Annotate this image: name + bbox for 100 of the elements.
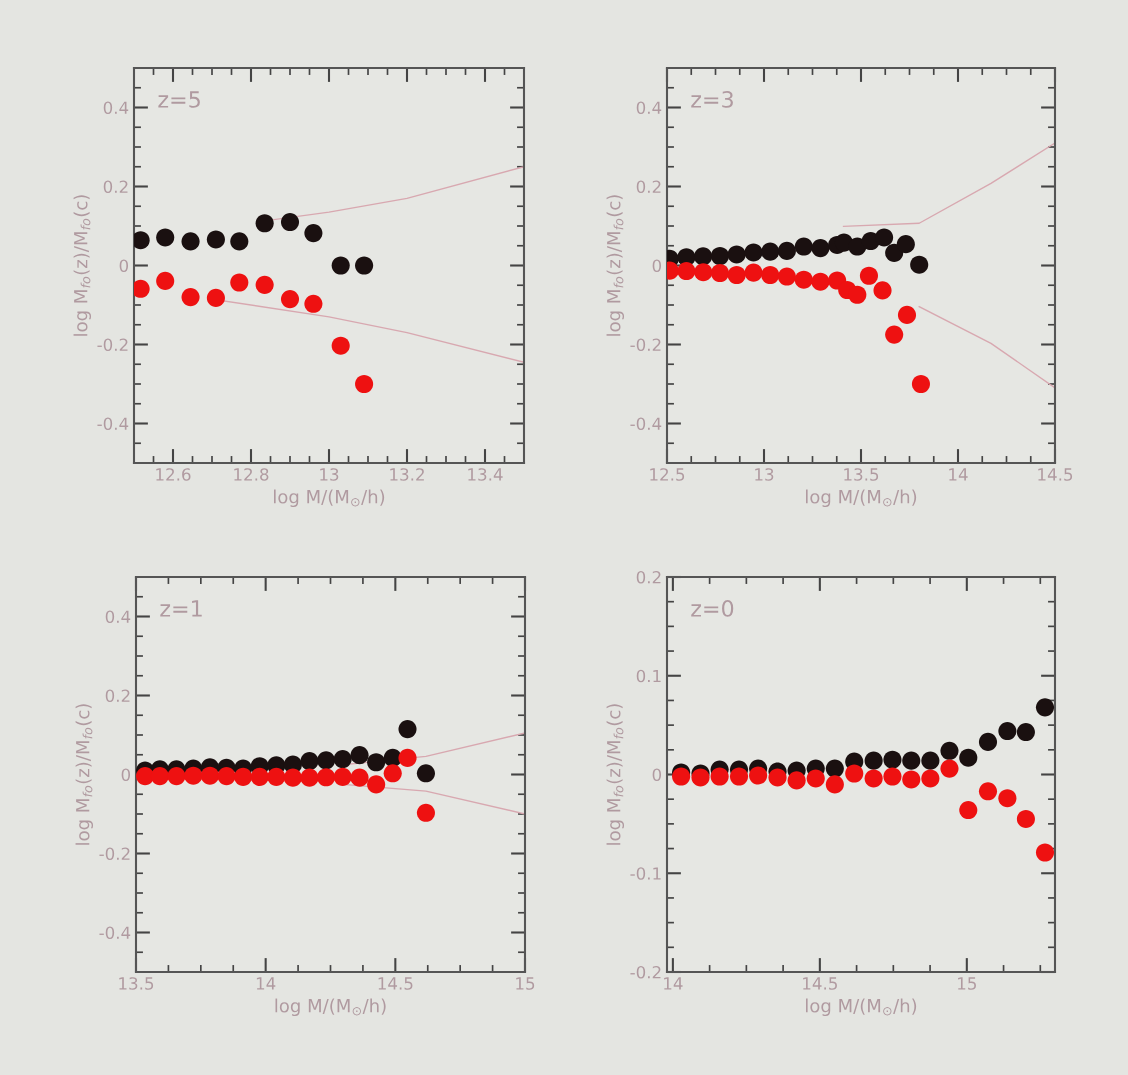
x-tick-label: 14	[949, 468, 968, 481]
point	[864, 769, 883, 788]
point	[694, 263, 713, 282]
x-tick-label: 13.5	[119, 977, 154, 990]
y-tick-label: -0.1	[630, 867, 661, 880]
y-tick-label: 0.2	[636, 180, 661, 194]
point	[845, 764, 864, 783]
annotation: z=1	[160, 600, 202, 617]
point	[710, 263, 730, 283]
x-tick-label: 15	[516, 977, 535, 990]
annotation: z=3	[691, 91, 733, 108]
point	[1035, 843, 1055, 862]
x-tick-label: 13.2	[390, 468, 424, 481]
point	[727, 245, 746, 264]
point	[250, 767, 269, 786]
point	[897, 305, 917, 324]
point	[729, 767, 749, 786]
x-tick-label: 14.5	[378, 977, 413, 990]
y-tick-label: 0.2	[636, 570, 661, 584]
point	[710, 767, 729, 786]
point	[317, 751, 336, 770]
y-axis-title: log M$_{fo}$(z)/M$_{fo}$(c)	[73, 195, 92, 336]
point	[331, 336, 350, 355]
point	[744, 243, 763, 262]
point	[768, 768, 787, 787]
x-tick-label: 12.5	[650, 468, 685, 481]
point	[136, 767, 155, 786]
point	[280, 290, 300, 309]
x-tick-label: 12.8	[234, 468, 269, 481]
point	[921, 751, 940, 770]
line-series	[842, 142, 1055, 228]
y-tick-label: 0.1	[636, 669, 661, 683]
point	[167, 767, 186, 786]
point	[416, 764, 435, 783]
point	[367, 753, 386, 772]
point	[761, 242, 780, 261]
point	[885, 325, 904, 344]
y-tick-label: 0	[121, 768, 131, 782]
point	[416, 803, 435, 822]
point	[181, 288, 200, 307]
point	[940, 759, 959, 778]
point	[911, 374, 930, 394]
point	[959, 801, 978, 820]
y-tick-label: 0	[652, 768, 662, 782]
point	[896, 235, 915, 254]
x-tick-label: 12.6	[156, 468, 191, 481]
point	[883, 750, 902, 769]
point	[978, 782, 998, 801]
point	[761, 265, 780, 285]
point	[333, 767, 352, 786]
y-tick-label: 0	[119, 259, 129, 273]
point	[206, 230, 225, 249]
point	[806, 769, 825, 788]
point	[206, 288, 225, 307]
y-tick-label: 0.2	[103, 180, 128, 194]
point	[959, 748, 978, 767]
point	[230, 232, 249, 251]
point	[921, 769, 940, 788]
point	[217, 767, 236, 786]
point	[317, 768, 336, 787]
point	[300, 768, 319, 787]
point	[184, 766, 203, 785]
point	[848, 285, 867, 304]
point	[875, 228, 894, 247]
point	[859, 266, 879, 285]
point	[300, 752, 319, 771]
point	[998, 789, 1017, 808]
point	[280, 213, 300, 232]
point	[825, 759, 844, 778]
x-axis-title: log M/(M$_{⊙}$/h)	[274, 489, 385, 508]
x-tick-label: 14	[256, 977, 276, 990]
x-axis-title: log M/(M$_{⊙}$/h)	[806, 998, 917, 1017]
point	[744, 263, 763, 282]
point	[255, 214, 274, 233]
point	[156, 228, 175, 247]
point	[883, 767, 902, 786]
point	[398, 748, 417, 767]
y-tick-label: -0.2	[630, 965, 661, 979]
point	[367, 775, 386, 794]
point	[1016, 809, 1035, 828]
y-tick-label: 0.2	[105, 689, 130, 703]
point	[777, 241, 796, 260]
point	[811, 239, 830, 258]
x-tick-label: 13.4	[468, 468, 503, 481]
y-tick-label: -0.2	[630, 338, 661, 352]
point	[333, 750, 352, 769]
point	[864, 751, 883, 770]
x-tick-label: 13.5	[844, 468, 879, 481]
point	[691, 768, 710, 787]
x-tick-label: 15	[958, 977, 976, 990]
y-tick-label: 0	[652, 259, 662, 273]
point	[811, 272, 830, 291]
point	[331, 256, 350, 275]
point	[710, 246, 730, 266]
point	[383, 764, 402, 783]
point	[355, 374, 374, 394]
x-axis-title: log M/(M$_{⊙}$/h)	[806, 489, 917, 508]
y-tick-label: 0.4	[103, 101, 129, 115]
point	[350, 768, 369, 787]
y-tick-label: -0.4	[630, 417, 662, 431]
